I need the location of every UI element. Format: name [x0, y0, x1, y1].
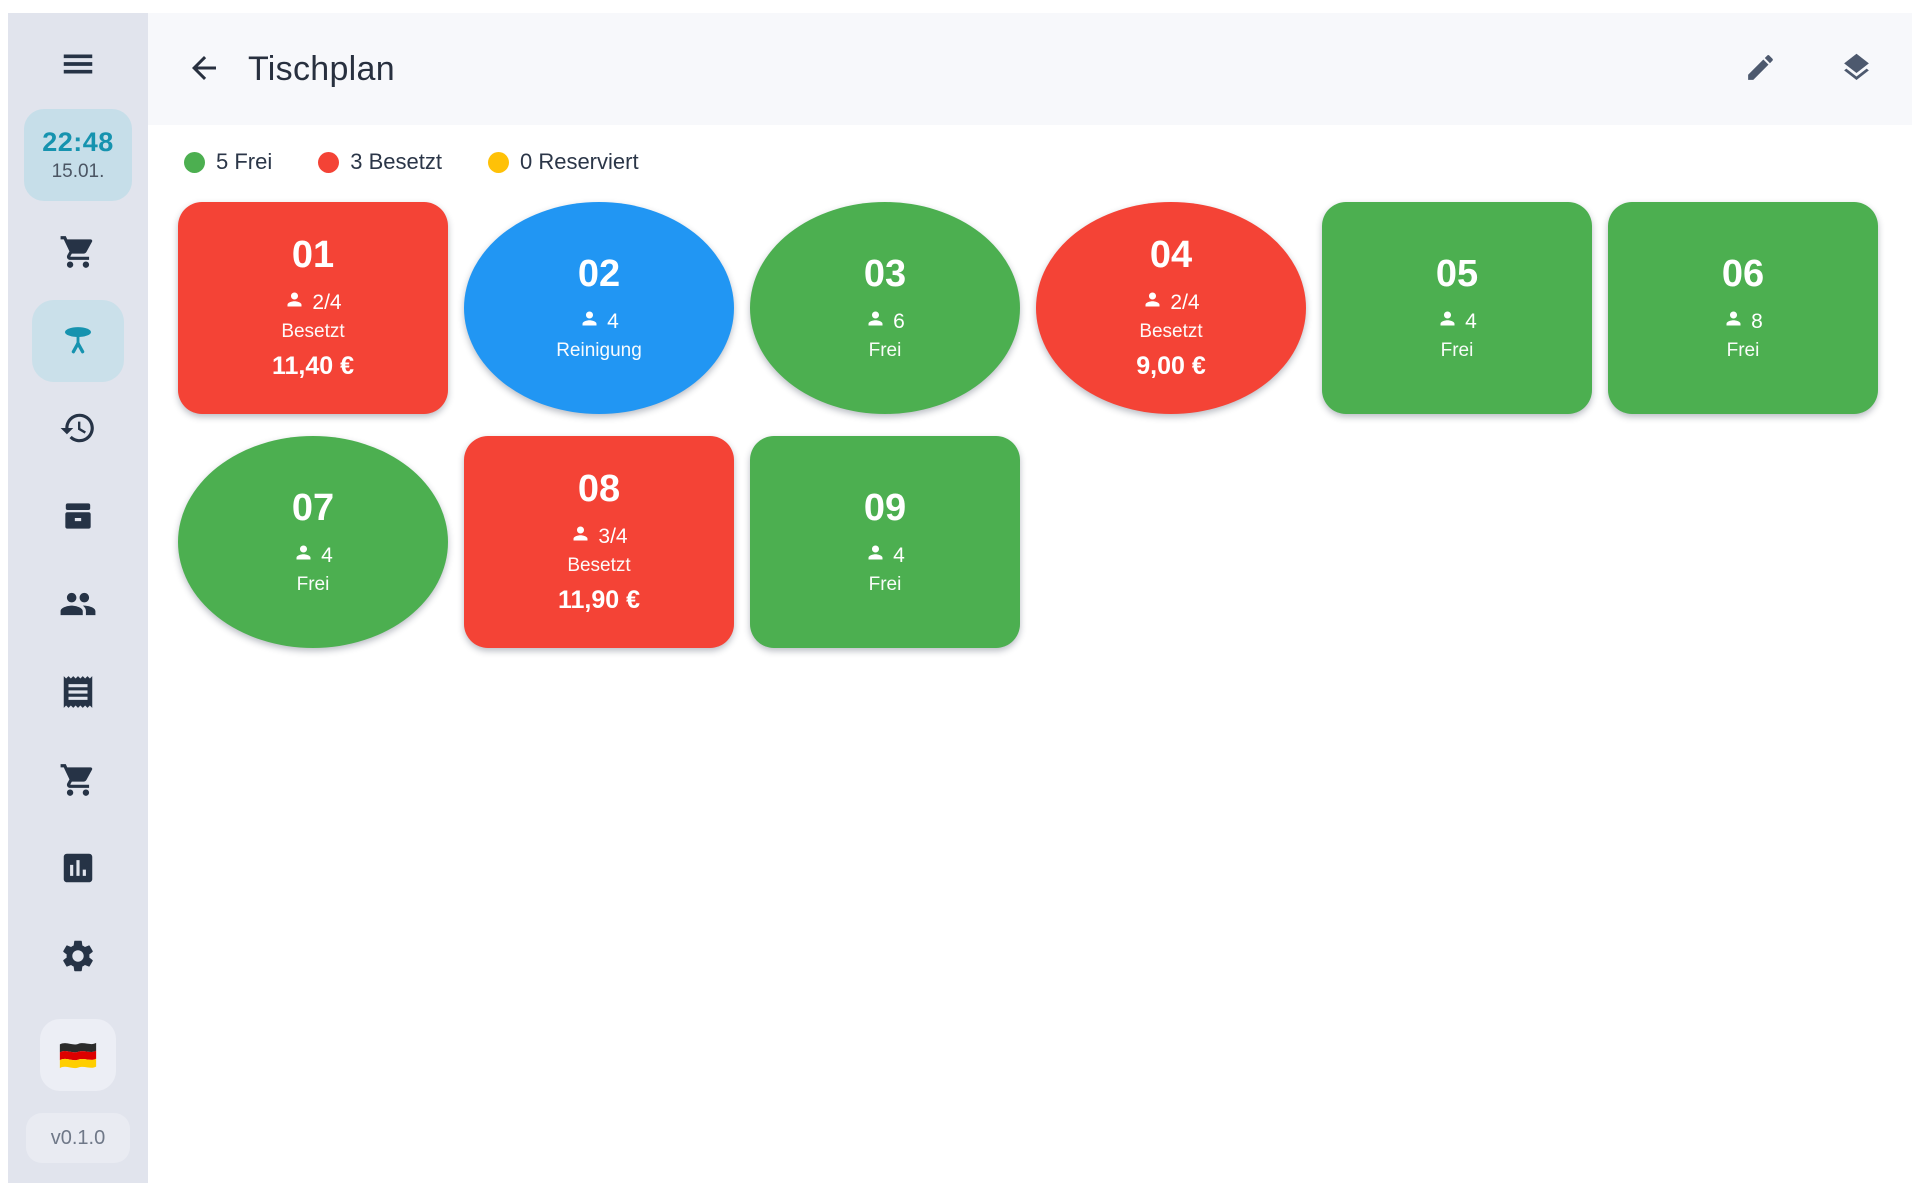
table-status: Frei — [868, 574, 902, 596]
table-persons: 6 — [865, 308, 905, 335]
german-flag-icon — [57, 1038, 99, 1073]
person-icon — [293, 542, 314, 569]
edit-button[interactable] — [1738, 47, 1782, 91]
menu-button[interactable] — [54, 45, 102, 85]
clock-time: 22:48 — [42, 127, 114, 157]
language-button[interactable] — [40, 1019, 116, 1091]
table-card-05[interactable]: 05 4 Frei — [1322, 202, 1592, 414]
back-button[interactable] — [182, 47, 226, 91]
shopping-cart-icon — [59, 761, 97, 802]
sidebar-item-customers[interactable] — [32, 564, 124, 646]
table-status: Reinigung — [556, 340, 642, 362]
table-status: Frei — [1726, 340, 1760, 362]
table-persons: 3/4 — [570, 523, 628, 550]
table-card-03[interactable]: 03 6 Frei — [750, 202, 1020, 414]
table-persons: 4 — [865, 542, 905, 569]
clock-date: 15.01. — [51, 161, 105, 182]
table-amount: 11,90 € — [557, 586, 641, 615]
sidebar-item-orders[interactable] — [32, 212, 124, 294]
table-status: Frei — [868, 340, 902, 362]
table-amount: 11,40 € — [271, 352, 355, 381]
bar-chart-icon — [59, 849, 97, 890]
person-icon — [1723, 308, 1744, 335]
legend-item: 0 Reserviert — [487, 149, 639, 175]
table-status: Besetzt — [281, 321, 345, 343]
table-card-07[interactable]: 07 4 Frei — [178, 436, 448, 648]
table-amount: 9,00 € — [1136, 352, 1206, 381]
table-number: 03 — [863, 252, 907, 295]
settings-icon — [59, 937, 97, 978]
table-card-09[interactable]: 09 4 Frei — [750, 436, 1020, 648]
table-number: 02 — [577, 252, 621, 295]
legend-item: 5 Frei — [184, 149, 272, 175]
table-status: Frei — [1440, 340, 1474, 362]
table-persons: 2/4 — [1142, 289, 1200, 316]
clock-badge: 22:48 15.01. — [24, 109, 132, 201]
status-legend: 5 Frei 3 Besetzt 0 Reserviert — [184, 149, 1912, 175]
layers-button[interactable] — [1834, 47, 1878, 91]
sidebar-item-statistics[interactable] — [32, 828, 124, 910]
header: Tischplan — [148, 13, 1912, 125]
person-icon — [865, 308, 886, 335]
hamburger-icon — [59, 45, 97, 86]
people-icon — [59, 585, 97, 626]
legend-dot — [184, 151, 205, 173]
table-persons: 8 — [1723, 308, 1763, 335]
person-icon — [1142, 289, 1163, 316]
table-card-04[interactable]: 04 2/4 Besetzt 9,00 € — [1036, 202, 1306, 414]
receipt-icon — [59, 673, 97, 714]
cash-box-icon — [59, 497, 97, 538]
legend-label: 5 Frei — [216, 149, 273, 174]
page-title: Tischplan — [248, 49, 395, 88]
legend-item: 3 Besetzt — [318, 149, 442, 175]
table-persons: 2/4 — [284, 289, 342, 316]
table-number: 04 — [1149, 233, 1193, 276]
shopping-cart-icon — [59, 233, 97, 274]
person-icon — [579, 308, 600, 335]
table-status: Besetzt — [567, 555, 631, 577]
version-badge: v0.1.0 — [26, 1113, 130, 1163]
sidebar-item-settings[interactable] — [32, 916, 124, 998]
table-card-08[interactable]: 08 3/4 Besetzt 11,90 € — [464, 436, 734, 648]
table-number: 07 — [291, 486, 335, 529]
history-icon — [59, 409, 97, 450]
sidebar-item-table-plan[interactable] — [32, 300, 124, 382]
table-persons: 4 — [293, 542, 333, 569]
sidebar-item-cart[interactable] — [32, 740, 124, 822]
sidebar-item-history[interactable] — [32, 388, 124, 470]
table-number: 09 — [863, 486, 907, 529]
table-card-02[interactable]: 02 4 Reinigung — [464, 202, 734, 414]
legend-label: 0 Reserviert — [519, 149, 639, 174]
sidebar: 22:48 15.01. v0.1.0 — [8, 13, 148, 1183]
arrow-back-icon — [186, 50, 222, 89]
table-number: 06 — [1721, 252, 1765, 295]
table-number: 08 — [577, 467, 621, 510]
sidebar-item-receipts[interactable] — [32, 652, 124, 734]
table-cards-grid: 01 2/4 Besetzt 11,40 € 02 4 Reinigung 03… — [178, 202, 1882, 648]
table-number: 01 — [291, 233, 335, 276]
table-number: 05 — [1435, 252, 1479, 295]
legend-label: 3 Besetzt — [350, 149, 442, 174]
table-status: Frei — [296, 574, 330, 596]
legend-dot — [318, 151, 340, 173]
pencil-icon — [1744, 51, 1777, 87]
legend-dot — [487, 151, 509, 173]
table-status: Besetzt — [1139, 321, 1203, 343]
table-icon — [59, 321, 97, 362]
table-persons: 4 — [579, 308, 619, 335]
person-icon — [284, 289, 305, 316]
sidebar-nav — [32, 209, 124, 1001]
table-card-06[interactable]: 06 8 Frei — [1608, 202, 1878, 414]
table-persons: 4 — [1437, 308, 1477, 335]
main-area: Tischplan 5 Frei 3 Besetzt 0 Reserviert 01… — [148, 13, 1912, 1200]
table-card-01[interactable]: 01 2/4 Besetzt 11,40 € — [178, 202, 448, 414]
person-icon — [865, 542, 886, 569]
layers-icon — [1840, 51, 1873, 87]
person-icon — [1437, 308, 1458, 335]
person-icon — [570, 523, 591, 550]
sidebar-item-cash-box[interactable] — [32, 476, 124, 558]
